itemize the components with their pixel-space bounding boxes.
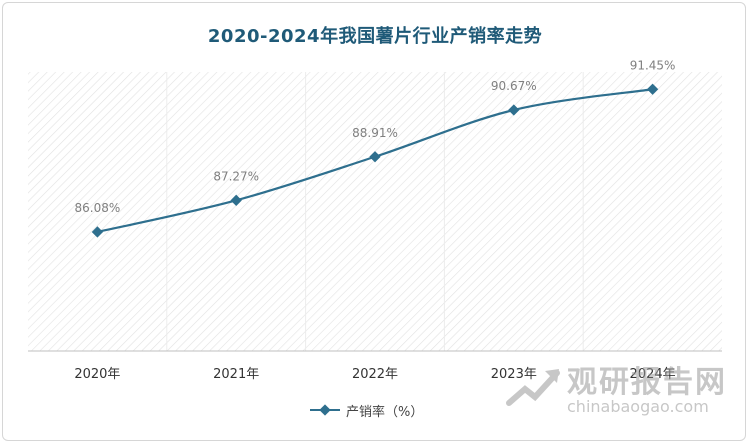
- data-label: 87.27%: [213, 169, 259, 183]
- legend-marker: [310, 404, 340, 416]
- data-label: 86.08%: [75, 201, 121, 215]
- legend-label: 产销率（%）: [346, 404, 424, 420]
- data-label: 91.45%: [630, 58, 676, 72]
- watermark-url: chinabaogao.com: [567, 397, 709, 416]
- plot-area: [28, 72, 722, 351]
- legend: 产销率（%）: [310, 400, 423, 420]
- x-tick-label: 2021年: [213, 367, 259, 382]
- watermark-name: 观研报告网: [567, 365, 727, 400]
- data-label: 90.67%: [491, 79, 537, 93]
- x-tick-label: 2024年: [630, 367, 676, 382]
- x-tick-label: 2020年: [74, 367, 120, 382]
- chart-title: 2020-2024年我国薯片行业产销率走势: [207, 26, 543, 47]
- x-tick-label: 2022年: [352, 367, 398, 382]
- watermark-logo-icon: [506, 369, 560, 406]
- data-point-marker: [369, 151, 381, 163]
- data-label: 88.91%: [352, 126, 398, 140]
- watermark: 观研报告网 chinabaogao.com: [505, 355, 745, 425]
- x-tick-label: 2023年: [491, 367, 537, 382]
- data-point-marker: [230, 194, 242, 206]
